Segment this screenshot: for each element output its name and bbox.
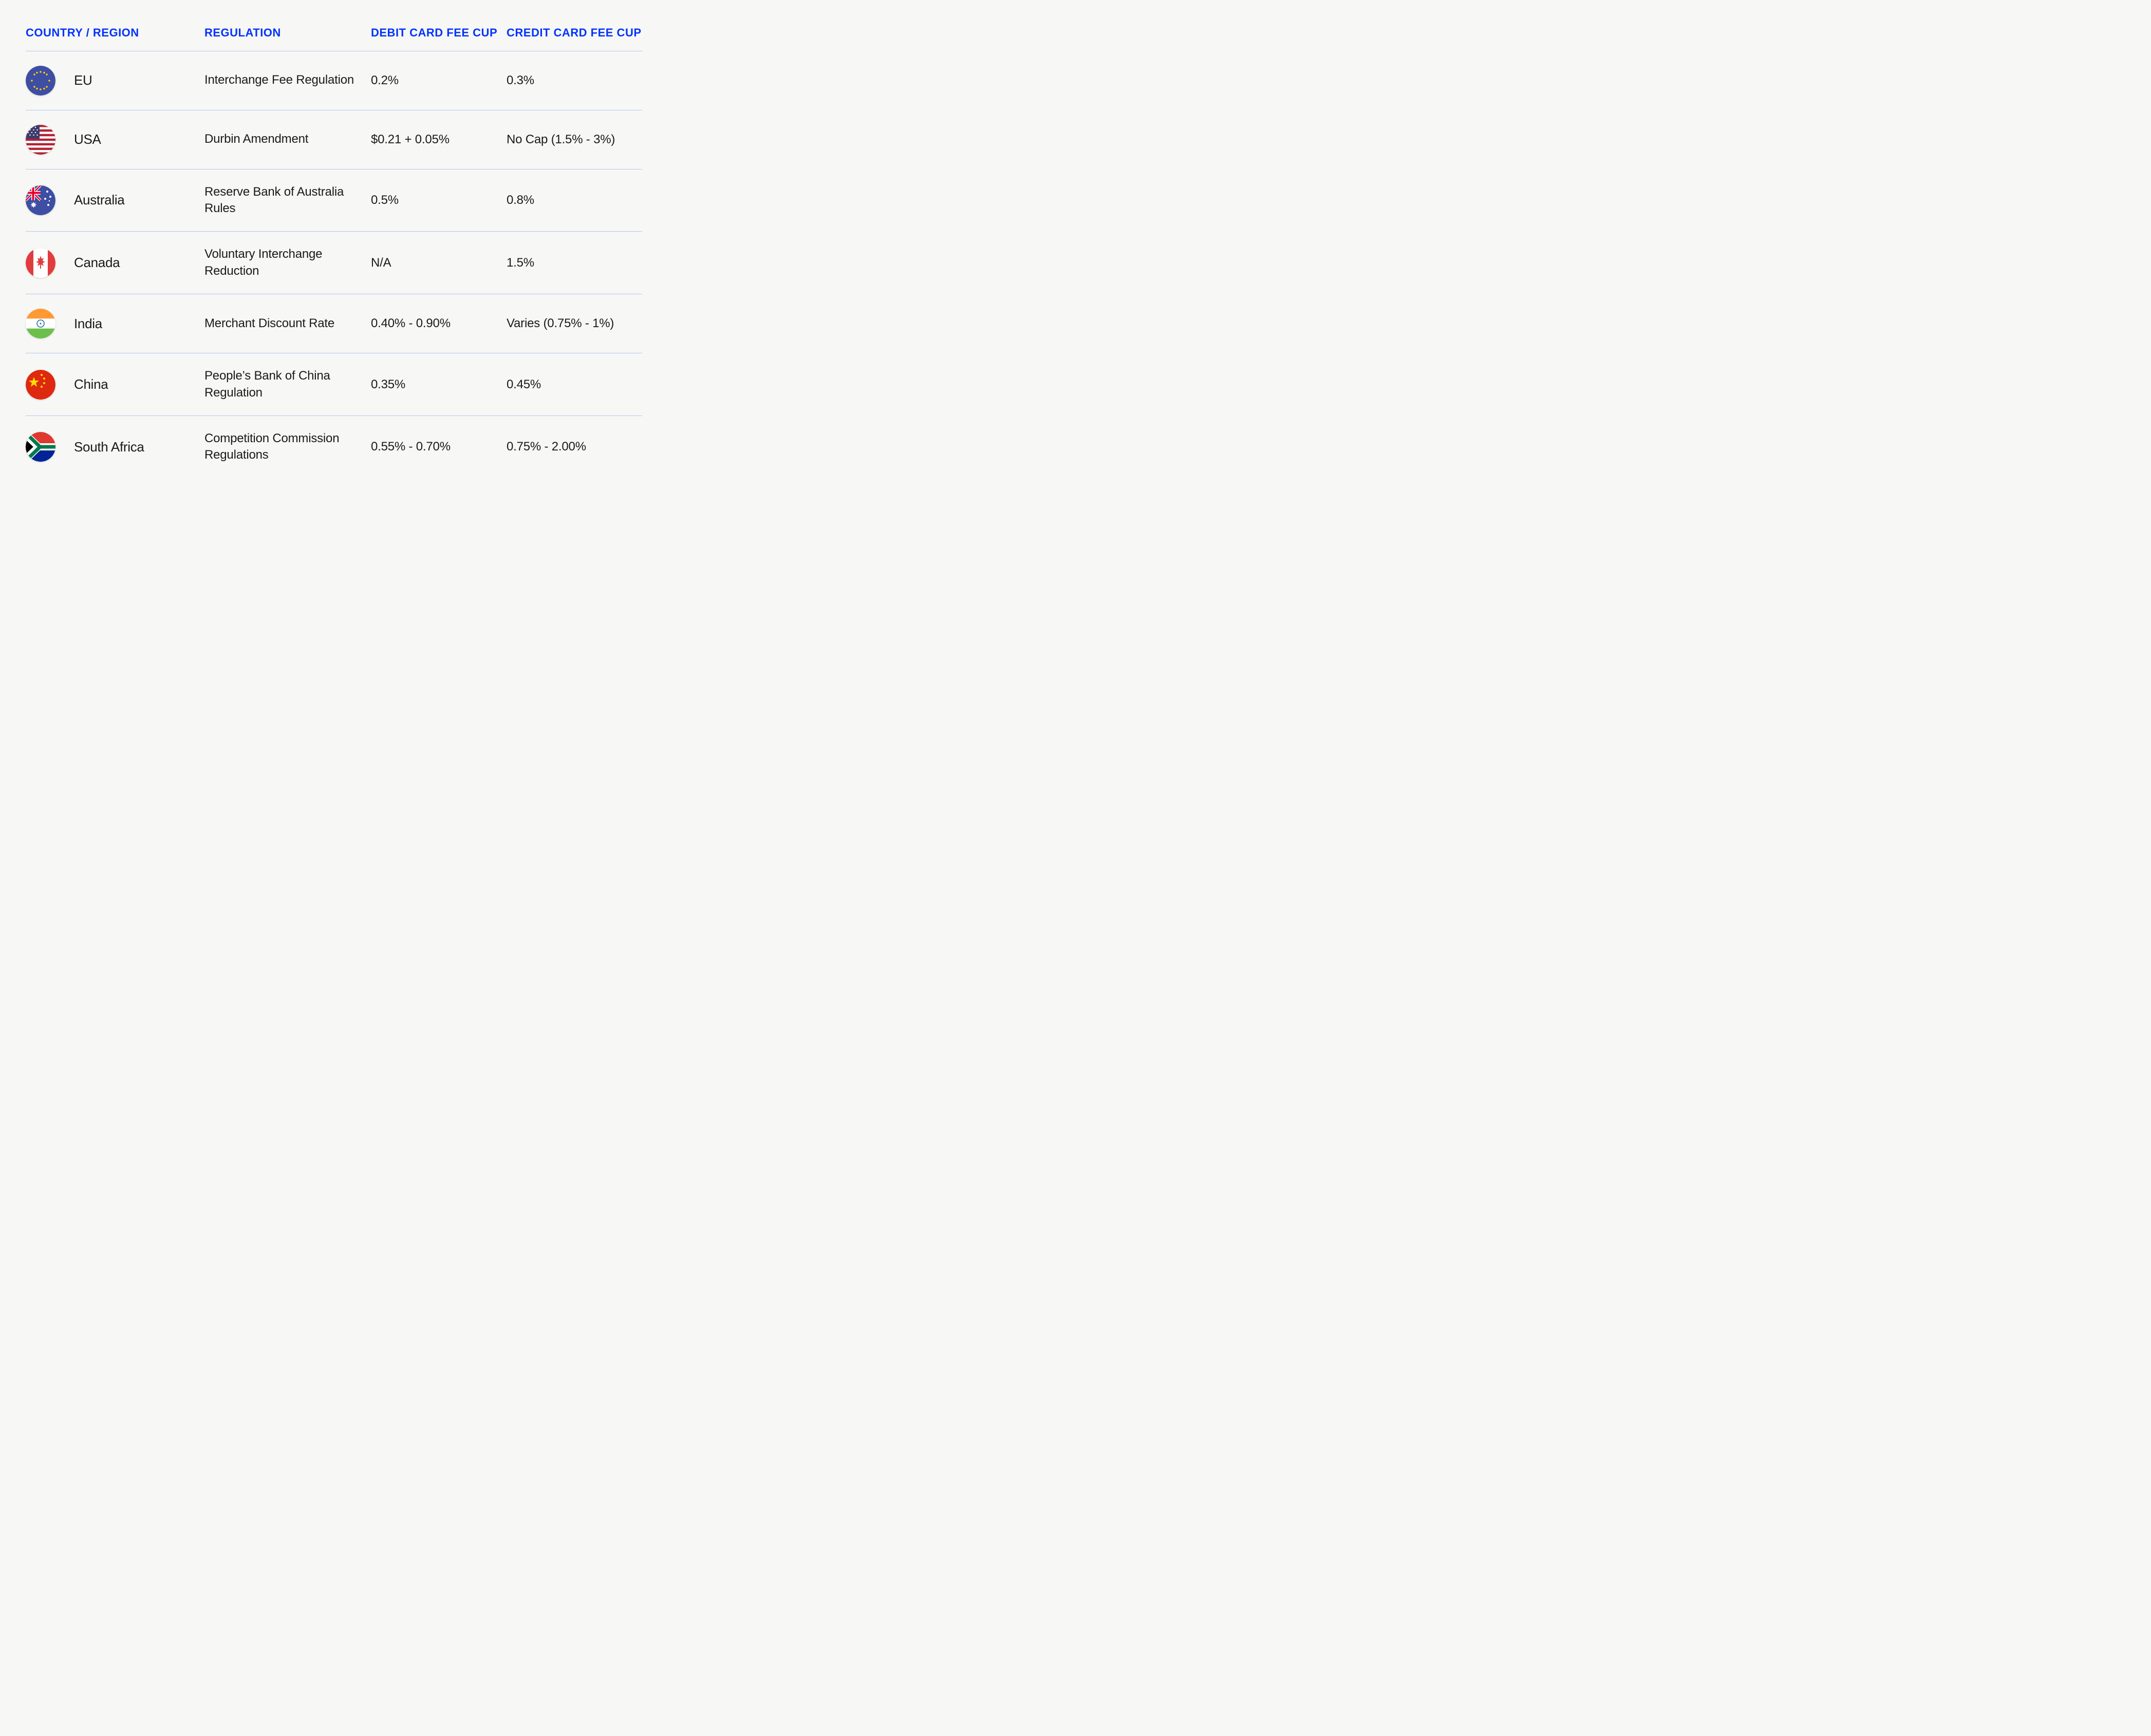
country-name: South Africa [74,439,144,455]
regulation-name: Voluntary Interchange Reduction [204,247,322,277]
credit-fee-cap: 0.45% [507,378,541,391]
regulation-name: Reserve Bank of Australia Rules [204,185,344,215]
regulation-name: Durbin Amendment [204,132,308,146]
header-debit: DEBIT CARD FEE CUP [371,26,497,39]
header-regulation: REGULATION [204,26,281,39]
fee-cap-table: COUNTRY / REGION REGULATION DEBIT CARD F… [26,26,642,478]
regulation-name: Merchant Discount Rate [204,316,334,330]
flag-china-icon [26,370,55,400]
country-name: Canada [74,255,120,271]
table-row: USA Durbin Amendment $0.21 + 0.05% No Ca… [26,110,642,169]
country-name: India [74,316,102,332]
debit-fee-cap: 0.5% [371,193,399,207]
debit-fee-cap: N/A [371,256,391,270]
debit-fee-cap: $0.21 + 0.05% [371,133,450,146]
country-name: EU [74,72,92,88]
regulation-name: Competition Commission Regulations [204,431,339,462]
header-credit: CREDIT CARD FEE CUP [507,26,642,39]
table-row: EU Interchange Fee Regulation 0.2% 0.3% [26,51,642,110]
table-row: India Merchant Discount Rate 0.40% - 0.9… [26,294,642,353]
flag-south-africa-icon [26,432,55,462]
flag-india-icon [26,309,55,338]
credit-fee-cap: No Cap (1.5% - 3%) [507,133,615,146]
debit-fee-cap: 0.40% - 0.90% [371,316,451,330]
flag-australia-icon [26,185,55,215]
flag-canada-icon [26,248,55,278]
table-header-row: COUNTRY / REGION REGULATION DEBIT CARD F… [26,26,642,51]
regulation-name: People’s Bank of China Regulation [204,369,330,399]
credit-fee-cap: 0.3% [507,73,534,87]
flag-usa-icon [26,125,55,155]
country-name: USA [74,131,101,147]
table-row: China People’s Bank of China Regulation … [26,353,642,416]
debit-fee-cap: 0.55% - 0.70% [371,440,451,454]
flag-eu-icon [26,66,55,96]
credit-fee-cap: 1.5% [507,256,534,270]
country-name: Australia [74,192,124,208]
country-name: China [74,376,108,392]
table-row: Canada Voluntary Interchange Reduction N… [26,232,642,294]
header-country: COUNTRY / REGION [26,26,139,41]
table-row: South Africa Competition Commission Regu… [26,416,642,478]
credit-fee-cap: 0.75% - 2.00% [507,440,586,454]
regulation-name: Interchange Fee Regulation [204,73,354,87]
credit-fee-cap: 0.8% [507,193,534,207]
credit-fee-cap: Varies (0.75% - 1%) [507,316,614,330]
debit-fee-cap: 0.35% [371,378,405,391]
debit-fee-cap: 0.2% [371,73,399,87]
table-row: Australia Reserve Bank of Australia Rule… [26,169,642,232]
